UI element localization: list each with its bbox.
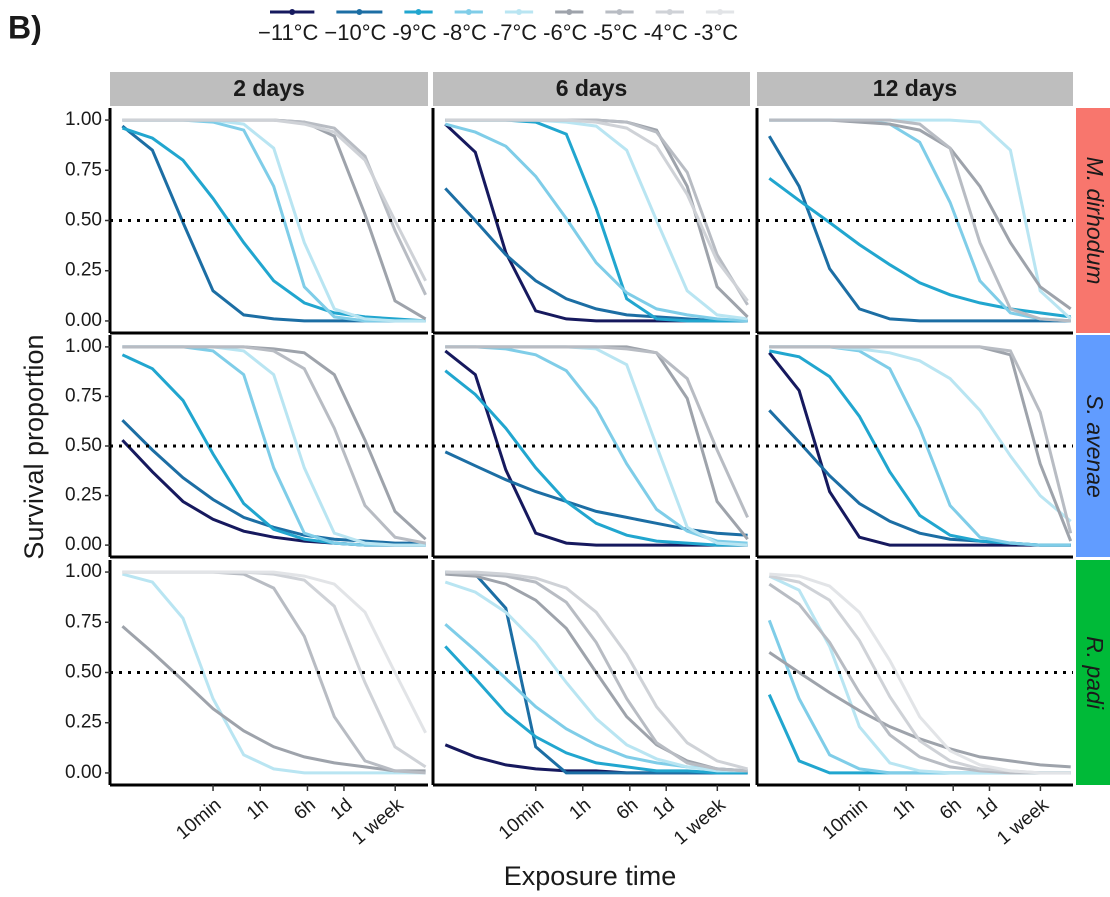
survival-curve <box>445 118 749 302</box>
survival-curve <box>444 123 748 323</box>
survival-curve <box>768 574 1071 775</box>
y-axis-title: Survival proportion <box>19 334 49 559</box>
survival-curve <box>122 118 427 282</box>
legend-key-dot <box>465 9 472 15</box>
survival-curve <box>121 419 426 545</box>
legend-key-dot <box>717 9 724 15</box>
y-tick-label: 0.50 <box>65 435 102 456</box>
y-tick-label: 0.75 <box>65 611 102 632</box>
y-tick-label: 0.00 <box>65 310 102 331</box>
x-tick-label: 10min <box>495 795 548 844</box>
survival-curve <box>445 570 748 773</box>
survival-curve <box>122 118 427 296</box>
y-tick-label: 1.00 <box>65 109 102 130</box>
survival-curve <box>121 124 426 323</box>
survival-curve <box>121 353 426 547</box>
legend-key-dot <box>356 9 363 15</box>
panel-label: B) <box>8 9 42 45</box>
column-title: 12 days <box>873 75 957 101</box>
legend-key-dot <box>289 9 296 15</box>
survival-curve <box>768 582 1071 775</box>
legend-label: -5°C <box>593 20 637 45</box>
y-tick-label: 1.00 <box>65 561 102 582</box>
survival-curve <box>769 345 1073 534</box>
legend-key-dot <box>415 9 422 15</box>
survival-curve <box>121 126 426 323</box>
legend-label: -7°C <box>493 20 537 45</box>
legend-key-dot <box>516 9 523 15</box>
legend-label: -9°C <box>392 20 436 45</box>
legend-key-dot <box>566 9 573 15</box>
legend-key-dot <box>666 9 673 15</box>
column-title: 2 days <box>233 75 305 101</box>
row-title: M. dirhodum <box>1082 157 1108 285</box>
x-tick-label: 1d <box>327 795 357 825</box>
survival-curve <box>444 450 748 537</box>
legend-label: -4°C <box>644 20 688 45</box>
column-strip <box>433 72 750 106</box>
survival-curve <box>122 345 426 545</box>
survival-curve <box>768 177 1071 319</box>
survival-curve <box>122 572 426 775</box>
survival-curve <box>444 645 748 775</box>
survival-curve <box>769 345 1072 523</box>
y-tick-label: 0.75 <box>65 385 102 406</box>
legend-label: -3°C <box>694 20 738 45</box>
y-tick-label: 0.25 <box>65 260 102 281</box>
row-strip <box>1076 335 1110 557</box>
y-tick-label: 0.00 <box>65 762 102 783</box>
survival-curve <box>122 570 427 734</box>
legend-label: -6°C <box>543 20 587 45</box>
survival-curve <box>767 693 1071 775</box>
y-tick-label: 0.75 <box>65 159 102 180</box>
row-strip <box>1076 560 1110 785</box>
row-title: S. avenae <box>1082 394 1108 498</box>
x-tick-label: 1h <box>889 795 919 825</box>
x-tick-label: 1h <box>243 795 273 825</box>
y-tick-label: 0.25 <box>65 485 102 506</box>
x-tick-label: 10min <box>819 795 872 844</box>
survival-curve <box>444 580 748 773</box>
survival-curve <box>445 345 749 519</box>
y-tick-label: 0.25 <box>65 712 102 733</box>
x-tick-label: 1h <box>566 795 596 825</box>
survival-curve <box>769 118 1071 323</box>
y-tick-label: 0.50 <box>65 210 102 231</box>
survival-curve <box>768 651 1071 769</box>
x-tick-label: 1d <box>649 795 679 825</box>
row-title: R. padi <box>1082 636 1108 710</box>
x-tick-label: 6h <box>290 795 320 825</box>
survival-curve <box>121 625 426 773</box>
survival-curve <box>768 135 1071 323</box>
legend-key-dot <box>616 9 623 15</box>
row-strip <box>1076 108 1110 333</box>
x-tick-label: 1 week <box>993 794 1053 849</box>
column-strip <box>110 72 428 106</box>
x-tick-label: 6h <box>936 795 966 825</box>
y-tick-label: 0.00 <box>65 534 102 555</box>
x-tick-label: 1d <box>972 795 1002 825</box>
survival-curve <box>444 122 748 323</box>
survival-curve <box>769 574 1071 775</box>
x-tick-label: 1 week <box>348 794 408 849</box>
survival-curve <box>445 570 748 771</box>
x-tick-label: 10min <box>172 795 225 844</box>
y-tick-label: 0.50 <box>65 662 102 683</box>
legend-label: −10°C <box>324 20 386 45</box>
x-tick-label: 6h <box>613 795 643 825</box>
survival-curve <box>769 572 1071 775</box>
legend-label: −11°C <box>258 20 318 45</box>
survival-curve <box>767 619 1071 775</box>
y-tick-label: 1.00 <box>65 336 102 357</box>
x-axis-title: Exposure time <box>504 861 677 891</box>
survival-curve <box>445 118 749 318</box>
survival-curve <box>444 369 748 547</box>
column-title: 6 days <box>556 75 628 101</box>
x-tick-label: 1 week <box>670 794 730 849</box>
legend-label: -8°C <box>443 20 487 45</box>
column-strip <box>757 72 1073 106</box>
